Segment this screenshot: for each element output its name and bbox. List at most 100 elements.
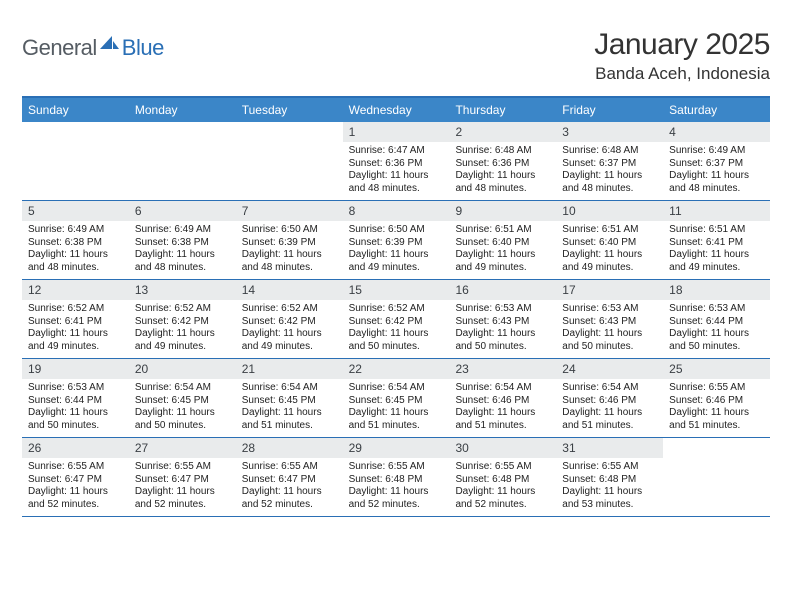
day-details: Sunrise: 6:49 AMSunset: 6:38 PMDaylight:… bbox=[22, 221, 129, 278]
day-details: Sunrise: 6:52 AMSunset: 6:42 PMDaylight:… bbox=[343, 300, 450, 357]
day-number-blank bbox=[236, 122, 343, 142]
day-number: 24 bbox=[556, 359, 663, 379]
sunset-line: Sunset: 6:42 PM bbox=[242, 316, 337, 329]
day-number: 5 bbox=[22, 201, 129, 221]
daylight-line: Daylight: 11 hours and 50 minutes. bbox=[562, 328, 657, 353]
day-details: Sunrise: 6:52 AMSunset: 6:42 PMDaylight:… bbox=[236, 300, 343, 357]
day-details: Sunrise: 6:55 AMSunset: 6:47 PMDaylight:… bbox=[22, 458, 129, 515]
daylight-line: Daylight: 11 hours and 52 minutes. bbox=[242, 486, 337, 511]
sunrise-line: Sunrise: 6:49 AM bbox=[28, 224, 123, 237]
title-block: January 2025 Banda Aceh, Indonesia bbox=[594, 28, 770, 84]
day-cell: 27Sunrise: 6:55 AMSunset: 6:47 PMDayligh… bbox=[129, 438, 236, 516]
day-number-blank bbox=[22, 122, 129, 142]
day-cell: 14Sunrise: 6:52 AMSunset: 6:42 PMDayligh… bbox=[236, 280, 343, 358]
day-number: 17 bbox=[556, 280, 663, 300]
day-cell: 24Sunrise: 6:54 AMSunset: 6:46 PMDayligh… bbox=[556, 359, 663, 437]
day-number: 26 bbox=[22, 438, 129, 458]
daylight-line: Daylight: 11 hours and 49 minutes. bbox=[135, 328, 230, 353]
sunset-line: Sunset: 6:39 PM bbox=[242, 237, 337, 250]
day-number: 20 bbox=[129, 359, 236, 379]
week-row: 1Sunrise: 6:47 AMSunset: 6:36 PMDaylight… bbox=[22, 122, 770, 201]
day-cell bbox=[663, 438, 770, 516]
sunset-line: Sunset: 6:42 PM bbox=[349, 316, 444, 329]
day-details: Sunrise: 6:55 AMSunset: 6:48 PMDaylight:… bbox=[556, 458, 663, 515]
day-cell bbox=[22, 122, 129, 200]
week-row: 19Sunrise: 6:53 AMSunset: 6:44 PMDayligh… bbox=[22, 359, 770, 438]
weekday-header: Wednesday bbox=[343, 98, 450, 122]
day-number: 7 bbox=[236, 201, 343, 221]
day-details: Sunrise: 6:51 AMSunset: 6:40 PMDaylight:… bbox=[449, 221, 556, 278]
sunrise-line: Sunrise: 6:54 AM bbox=[349, 382, 444, 395]
day-cell: 6Sunrise: 6:49 AMSunset: 6:38 PMDaylight… bbox=[129, 201, 236, 279]
calendar-page: General Blue January 2025 Banda Aceh, In… bbox=[0, 0, 792, 537]
brand-part2: Blue bbox=[122, 35, 164, 61]
daylight-line: Daylight: 11 hours and 52 minutes. bbox=[28, 486, 123, 511]
day-cell: 10Sunrise: 6:51 AMSunset: 6:40 PMDayligh… bbox=[556, 201, 663, 279]
day-number: 10 bbox=[556, 201, 663, 221]
sunrise-line: Sunrise: 6:52 AM bbox=[349, 303, 444, 316]
sunrise-line: Sunrise: 6:52 AM bbox=[135, 303, 230, 316]
sunrise-line: Sunrise: 6:52 AM bbox=[28, 303, 123, 316]
day-cell: 22Sunrise: 6:54 AMSunset: 6:45 PMDayligh… bbox=[343, 359, 450, 437]
day-details: Sunrise: 6:54 AMSunset: 6:46 PMDaylight:… bbox=[556, 379, 663, 436]
sunset-line: Sunset: 6:41 PM bbox=[28, 316, 123, 329]
sunrise-line: Sunrise: 6:53 AM bbox=[562, 303, 657, 316]
sunset-line: Sunset: 6:45 PM bbox=[349, 395, 444, 408]
sunrise-line: Sunrise: 6:52 AM bbox=[242, 303, 337, 316]
day-number-blank bbox=[129, 122, 236, 142]
sunrise-line: Sunrise: 6:51 AM bbox=[669, 224, 764, 237]
day-cell: 3Sunrise: 6:48 AMSunset: 6:37 PMDaylight… bbox=[556, 122, 663, 200]
day-details: Sunrise: 6:54 AMSunset: 6:46 PMDaylight:… bbox=[449, 379, 556, 436]
sunrise-line: Sunrise: 6:53 AM bbox=[455, 303, 550, 316]
day-number: 18 bbox=[663, 280, 770, 300]
day-number: 28 bbox=[236, 438, 343, 458]
day-number: 25 bbox=[663, 359, 770, 379]
daylight-line: Daylight: 11 hours and 51 minutes. bbox=[349, 407, 444, 432]
daylight-line: Daylight: 11 hours and 48 minutes. bbox=[28, 249, 123, 274]
day-number: 27 bbox=[129, 438, 236, 458]
day-details: Sunrise: 6:53 AMSunset: 6:43 PMDaylight:… bbox=[449, 300, 556, 357]
daylight-line: Daylight: 11 hours and 49 minutes. bbox=[455, 249, 550, 274]
sunset-line: Sunset: 6:46 PM bbox=[669, 395, 764, 408]
sunset-line: Sunset: 6:47 PM bbox=[135, 474, 230, 487]
week-row: 26Sunrise: 6:55 AMSunset: 6:47 PMDayligh… bbox=[22, 438, 770, 517]
daylight-line: Daylight: 11 hours and 48 minutes. bbox=[135, 249, 230, 274]
daylight-line: Daylight: 11 hours and 49 minutes. bbox=[562, 249, 657, 274]
sunrise-line: Sunrise: 6:54 AM bbox=[455, 382, 550, 395]
weekday-header: Monday bbox=[129, 98, 236, 122]
day-number: 16 bbox=[449, 280, 556, 300]
day-number: 6 bbox=[129, 201, 236, 221]
brand-logo: General Blue bbox=[22, 28, 164, 61]
sunset-line: Sunset: 6:45 PM bbox=[135, 395, 230, 408]
daylight-line: Daylight: 11 hours and 52 minutes. bbox=[455, 486, 550, 511]
sunrise-line: Sunrise: 6:49 AM bbox=[669, 145, 764, 158]
day-details: Sunrise: 6:54 AMSunset: 6:45 PMDaylight:… bbox=[129, 379, 236, 436]
day-cell: 17Sunrise: 6:53 AMSunset: 6:43 PMDayligh… bbox=[556, 280, 663, 358]
sunset-line: Sunset: 6:45 PM bbox=[242, 395, 337, 408]
sunset-line: Sunset: 6:47 PM bbox=[242, 474, 337, 487]
weekday-header: Thursday bbox=[449, 98, 556, 122]
day-cell: 16Sunrise: 6:53 AMSunset: 6:43 PMDayligh… bbox=[449, 280, 556, 358]
day-cell: 7Sunrise: 6:50 AMSunset: 6:39 PMDaylight… bbox=[236, 201, 343, 279]
day-details: Sunrise: 6:55 AMSunset: 6:47 PMDaylight:… bbox=[236, 458, 343, 515]
day-details: Sunrise: 6:48 AMSunset: 6:36 PMDaylight:… bbox=[449, 142, 556, 199]
day-details: Sunrise: 6:53 AMSunset: 6:43 PMDaylight:… bbox=[556, 300, 663, 357]
daylight-line: Daylight: 11 hours and 51 minutes. bbox=[669, 407, 764, 432]
day-details: Sunrise: 6:55 AMSunset: 6:46 PMDaylight:… bbox=[663, 379, 770, 436]
sunset-line: Sunset: 6:42 PM bbox=[135, 316, 230, 329]
sunset-line: Sunset: 6:37 PM bbox=[562, 158, 657, 171]
weekday-header: Saturday bbox=[663, 98, 770, 122]
day-number: 1 bbox=[343, 122, 450, 142]
daylight-line: Daylight: 11 hours and 53 minutes. bbox=[562, 486, 657, 511]
day-number: 30 bbox=[449, 438, 556, 458]
day-number: 15 bbox=[343, 280, 450, 300]
weeks-container: 1Sunrise: 6:47 AMSunset: 6:36 PMDaylight… bbox=[22, 122, 770, 517]
sunrise-line: Sunrise: 6:55 AM bbox=[669, 382, 764, 395]
daylight-line: Daylight: 11 hours and 50 minutes. bbox=[669, 328, 764, 353]
sunrise-line: Sunrise: 6:54 AM bbox=[135, 382, 230, 395]
day-details: Sunrise: 6:50 AMSunset: 6:39 PMDaylight:… bbox=[236, 221, 343, 278]
week-row: 5Sunrise: 6:49 AMSunset: 6:38 PMDaylight… bbox=[22, 201, 770, 280]
sunset-line: Sunset: 6:46 PM bbox=[455, 395, 550, 408]
calendar-grid: SundayMondayTuesdayWednesdayThursdayFrid… bbox=[22, 96, 770, 517]
day-cell: 5Sunrise: 6:49 AMSunset: 6:38 PMDaylight… bbox=[22, 201, 129, 279]
